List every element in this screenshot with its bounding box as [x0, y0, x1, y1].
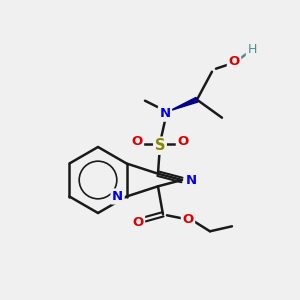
Text: H: H: [247, 43, 257, 56]
Text: O: O: [182, 213, 194, 226]
Text: S: S: [155, 138, 165, 153]
Text: N: N: [159, 107, 170, 120]
Text: N: N: [185, 173, 197, 187]
Polygon shape: [170, 98, 198, 111]
Text: N: N: [112, 190, 123, 203]
Text: O: O: [177, 135, 189, 148]
Text: O: O: [132, 216, 144, 229]
Text: O: O: [228, 55, 240, 68]
Text: O: O: [131, 135, 142, 148]
